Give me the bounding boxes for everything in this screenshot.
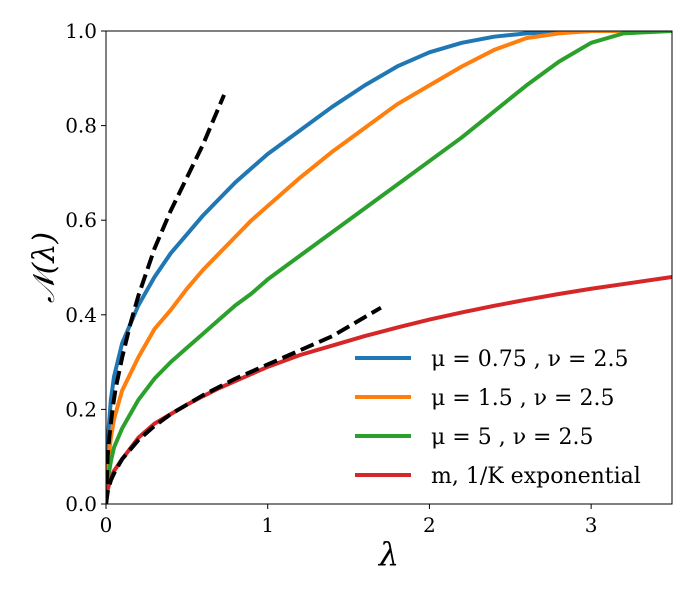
x-tick-label: 1	[261, 513, 274, 537]
x-ticks: 0 1 2 3	[100, 504, 598, 537]
legend-label: m, 1/K exponential	[431, 464, 641, 489]
legend: μ = 0.75 , ν = 2.5 μ = 1.5 , ν = 2.5 μ = 5…	[355, 347, 641, 489]
x-tick-label: 3	[585, 513, 598, 537]
axes: 0 1 2 3 0.0 0.2 0.4 0.6 0.8 1.0 λ 𝒩(λ)	[27, 19, 673, 573]
series-line	[106, 31, 672, 504]
y-tick-label: 0.2	[65, 397, 97, 421]
legend-label: μ = 1.5 , ν = 2.5	[431, 386, 614, 411]
x-axis-label: λ	[377, 535, 399, 573]
legend-label: μ = 0.75 , ν = 2.5	[431, 347, 628, 372]
series-line	[106, 31, 672, 504]
y-tick-label: 0.4	[65, 303, 97, 327]
plot-frame	[105, 30, 673, 505]
x-tick-label: 2	[423, 513, 436, 537]
y-tick-label: 1.0	[65, 19, 97, 43]
y-tick-label: 0.6	[65, 208, 97, 232]
asymptote-dashed-line	[106, 305, 382, 504]
series-line	[106, 31, 672, 504]
y-ticks: 0.0 0.2 0.4 0.6 0.8 1.0	[65, 19, 106, 516]
plot-area	[106, 31, 672, 504]
series-group	[106, 31, 672, 504]
asymptote-dashed-line	[106, 94, 226, 504]
y-tick-label: 0.8	[65, 114, 97, 138]
x-tick-label: 0	[100, 513, 113, 537]
y-tick-label: 0.0	[65, 492, 97, 516]
y-axis-label: 𝒩(λ)	[27, 232, 62, 303]
legend-label: μ = 5 , ν = 2.5	[431, 425, 593, 450]
